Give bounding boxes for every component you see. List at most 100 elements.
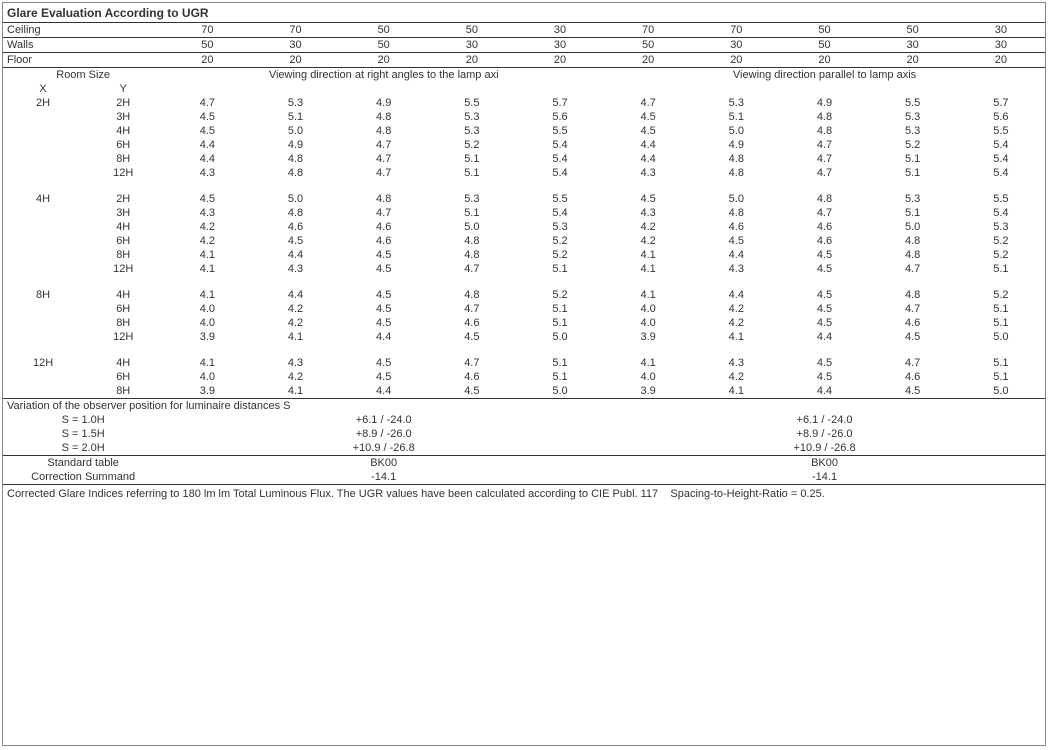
value-cell: 5.1 (428, 206, 516, 220)
header-val: 30 (957, 23, 1045, 38)
y-cell: 12H (83, 166, 163, 180)
value-cell: 5.4 (957, 206, 1045, 220)
value-cell: 4.2 (251, 370, 339, 384)
value-cell: 4.2 (163, 220, 251, 234)
value-cell: 4.4 (692, 288, 780, 302)
value-cell: 4.4 (604, 138, 692, 152)
header-val: 50 (163, 38, 251, 53)
header-val: 30 (869, 38, 957, 53)
value-cell: 5.5 (957, 192, 1045, 206)
value-cell: 4.9 (692, 138, 780, 152)
value-cell: 4.6 (340, 220, 428, 234)
value-cell: 4.5 (780, 356, 868, 370)
data-row: 6H4.44.94.75.25.44.44.94.75.25.4 (3, 138, 1045, 152)
value-cell: 4.1 (163, 288, 251, 302)
value-cell: 4.1 (692, 330, 780, 344)
value-cell: 4.8 (428, 248, 516, 262)
value-cell: 4.6 (340, 234, 428, 248)
y-cell: 2H (83, 192, 163, 206)
value-cell: 4.5 (780, 302, 868, 316)
value-cell: 5.1 (957, 262, 1045, 276)
value-cell: 4.5 (780, 316, 868, 330)
value-cell: 5.1 (869, 166, 957, 180)
y-cell: 8H (83, 248, 163, 262)
value-cell: 5.4 (516, 152, 604, 166)
header-val: 20 (692, 53, 780, 68)
x-cell (3, 166, 83, 180)
x-cell (3, 110, 83, 124)
value-cell: 4.7 (340, 166, 428, 180)
header-val: 70 (604, 23, 692, 38)
y-cell: 4H (83, 356, 163, 370)
value-cell: 5.3 (428, 110, 516, 124)
value-cell: 4.6 (428, 316, 516, 330)
value-cell: 4.7 (780, 206, 868, 220)
value-cell: 4.5 (340, 262, 428, 276)
observer-left: +6.1 / -24.0 (163, 413, 604, 427)
value-cell: 4.5 (340, 316, 428, 330)
value-cell: 4.5 (780, 262, 868, 276)
value-cell: 4.7 (428, 356, 516, 370)
value-cell: 4.5 (604, 110, 692, 124)
data-row: 8H4.04.24.54.65.14.04.24.54.65.1 (3, 316, 1045, 330)
value-cell: 5.2 (516, 234, 604, 248)
value-cell: 5.1 (516, 370, 604, 384)
observer-s: S = 2.0H (3, 441, 163, 456)
value-cell: 5.1 (516, 262, 604, 276)
value-cell: 5.1 (251, 110, 339, 124)
value-cell: 5.0 (692, 192, 780, 206)
value-cell: 5.3 (869, 124, 957, 138)
x-cell (3, 124, 83, 138)
value-cell: 4.6 (869, 316, 957, 330)
data-row: 8H4.14.44.54.85.24.14.44.54.85.2 (3, 248, 1045, 262)
value-cell: 4.8 (780, 192, 868, 206)
value-cell: 4.7 (869, 302, 957, 316)
value-cell: 4.2 (692, 370, 780, 384)
x-cell (3, 316, 83, 330)
value-cell: 4.5 (692, 234, 780, 248)
ugr-table: Ceiling70705050307070505030Walls50305030… (3, 22, 1045, 484)
value-cell: 4.4 (163, 152, 251, 166)
cell (604, 82, 1045, 96)
value-cell: 5.1 (516, 302, 604, 316)
value-cell: 5.1 (428, 152, 516, 166)
value-cell: 5.2 (957, 248, 1045, 262)
value-cell: 4.7 (780, 166, 868, 180)
value-cell: 4.4 (340, 330, 428, 344)
value-cell: 5.5 (957, 124, 1045, 138)
y-cell: 6H (83, 234, 163, 248)
value-cell: 4.3 (604, 166, 692, 180)
value-cell: 4.4 (163, 138, 251, 152)
value-cell: 4.5 (163, 110, 251, 124)
value-cell: 4.3 (692, 262, 780, 276)
value-cell: 5.2 (516, 248, 604, 262)
value-cell: 4.5 (163, 124, 251, 138)
x-cell (3, 234, 83, 248)
value-cell: 4.0 (163, 370, 251, 384)
header-label-floor: Floor (3, 53, 163, 68)
value-cell: 4.4 (780, 330, 868, 344)
value-cell: 4.4 (692, 248, 780, 262)
value-cell: 5.1 (428, 166, 516, 180)
corr-label: Correction Summand (3, 470, 163, 484)
y-cell: 12H (83, 330, 163, 344)
value-cell: 4.9 (780, 96, 868, 110)
data-row: 6H4.24.54.64.85.24.24.54.64.85.2 (3, 234, 1045, 248)
value-cell: 4.8 (251, 206, 339, 220)
value-cell: 4.8 (251, 166, 339, 180)
header-val: 20 (957, 53, 1045, 68)
value-cell: 5.3 (428, 124, 516, 138)
value-cell: 5.2 (957, 234, 1045, 248)
value-cell: 4.8 (780, 110, 868, 124)
y-cell: 8H (83, 316, 163, 330)
value-cell: 4.0 (604, 370, 692, 384)
value-cell: 4.3 (251, 356, 339, 370)
value-cell: 4.1 (692, 384, 780, 399)
observer-s: S = 1.0H (3, 413, 163, 427)
value-cell: 4.5 (340, 302, 428, 316)
data-row: 6H4.04.24.54.75.14.04.24.54.75.1 (3, 302, 1045, 316)
value-cell: 5.3 (428, 192, 516, 206)
value-cell: 5.0 (251, 124, 339, 138)
value-cell: 4.8 (692, 166, 780, 180)
observer-s: S = 1.5H (3, 427, 163, 441)
